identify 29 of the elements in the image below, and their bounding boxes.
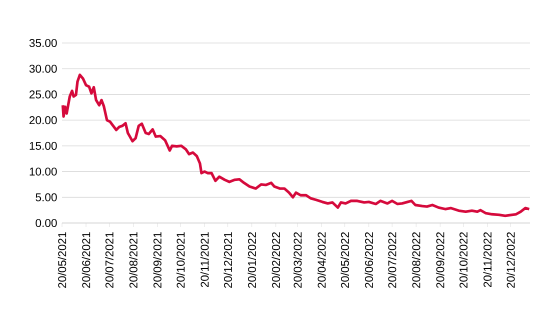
x-tick-label: 20/12/2021 bbox=[224, 232, 232, 288]
x-tick-label: 20/07/2022 bbox=[388, 232, 396, 288]
x-tick-label: 20/06/2022 bbox=[364, 232, 373, 288]
y-tick-label: 30.00 bbox=[29, 64, 57, 73]
x-tick-label: 20/12/2022 bbox=[506, 232, 515, 288]
x-tick-label: 20/11/2022 bbox=[483, 232, 492, 288]
x-tick-label: 20/02/2022 bbox=[272, 232, 280, 288]
y-tick-label: 20.00 bbox=[30, 116, 57, 124]
y-tick-label: 15.00 bbox=[30, 142, 57, 150]
y-tick-label: 5.00 bbox=[36, 193, 57, 202]
y-tick-label: 0.00 bbox=[36, 219, 57, 228]
x-tick-label: 20/01/2022 bbox=[248, 232, 256, 288]
x-tick-label: 20/04/2022 bbox=[317, 232, 326, 288]
y-tick-label: 35.00 bbox=[29, 39, 57, 48]
x-tick-label: 20/09/2022 bbox=[436, 232, 444, 288]
x-tick-label: 20/11/2021 bbox=[200, 232, 209, 288]
x-tick-label: 20/09/2021 bbox=[153, 232, 162, 288]
x-tick-label: 20/05/2021 bbox=[58, 232, 66, 288]
x-tick-label: 20/06/2021 bbox=[82, 232, 90, 288]
x-tick-label: 20/05/2022 bbox=[340, 232, 349, 288]
x-tick-label: 20/08/2022 bbox=[412, 232, 420, 288]
x-tick-label: 20/10/2021 bbox=[176, 232, 185, 288]
y-tick-label: 10.00 bbox=[30, 168, 57, 176]
x-tick-label: 20/10/2022 bbox=[459, 232, 468, 288]
x-tick-label: 20/08/2021 bbox=[129, 232, 138, 288]
y-tick-label: 25.00 bbox=[30, 90, 57, 98]
line-series bbox=[61, 74, 531, 218]
x-tick-label: 20/03/2022 bbox=[293, 232, 302, 288]
x-tick-label: 20/07/2021 bbox=[105, 232, 114, 288]
